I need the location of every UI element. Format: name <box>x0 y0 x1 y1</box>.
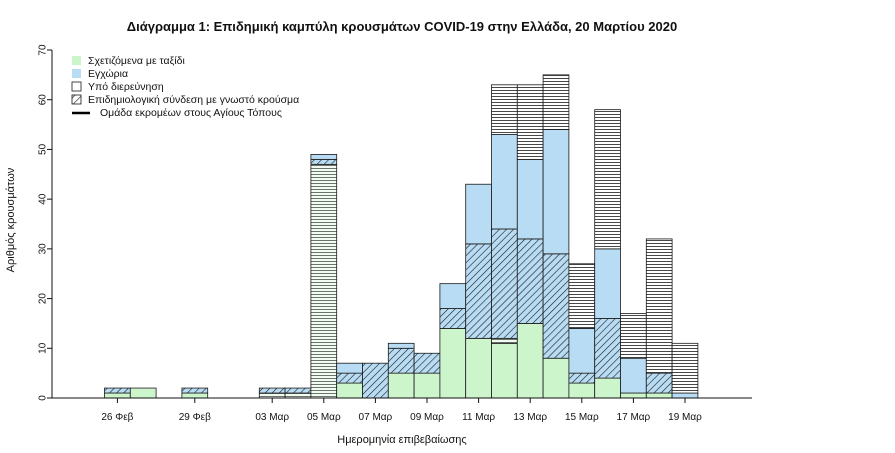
bar-segment-travel <box>129 387 157 399</box>
axes-layer: 0 10 20 30 40 50 60 70 26 Φεβ 29 Φεβ 03 Μαρ 05 Μαρ 0… <box>38 44 752 423</box>
bar-segment-local <box>465 183 492 245</box>
bar-segment-local <box>491 134 518 230</box>
y-tick-label: 40 <box>38 193 49 205</box>
x-tick-label: 13 Μαρ <box>513 412 547 423</box>
y-tick-label: 20 <box>38 293 49 305</box>
x-tick-label: 26 Φεβ <box>101 412 133 423</box>
bar-segment-travel <box>336 382 363 399</box>
y-tick-label: 30 <box>38 243 49 255</box>
bar-segment-investigation <box>620 313 647 359</box>
legend-label: Επιδημιολογική σύνδεση με γνωστό κρούσμα <box>88 94 299 106</box>
bar-segment-epilink <box>568 372 596 384</box>
bar-segment-travel <box>568 382 596 399</box>
legend-swatch <box>72 56 81 65</box>
y-tick-label: 50 <box>38 143 49 155</box>
bar-segment-epilink <box>542 253 570 359</box>
legend-swatch <box>71 81 82 92</box>
bar-segment-travel <box>516 323 544 399</box>
y-axis-label: Αριθμός κρουσμάτων <box>5 167 17 272</box>
bar-segment-local <box>310 153 338 160</box>
bar-segment-epilink <box>516 238 544 324</box>
bar-segment-epilink <box>362 362 389 399</box>
bar-segment-cluster <box>491 337 518 344</box>
bar-segment-epilink <box>310 158 338 165</box>
bars-layer <box>104 74 699 399</box>
bar-segment-local <box>387 342 415 349</box>
legend-item-cluster: Ομάδα εκρομέων στους Αγίους Τόπους <box>72 107 282 119</box>
bar-segment-travel <box>620 392 647 399</box>
bar-segment-cluster <box>284 392 312 399</box>
bar-segment-investigation <box>491 84 518 135</box>
bar-segment-travel <box>645 392 673 399</box>
legend-item-local: Εγχώρια <box>72 68 128 80</box>
y-tick-label: 10 <box>38 342 49 354</box>
bar-segment-cluster <box>258 392 286 399</box>
bar-segment-epilink <box>645 372 673 394</box>
bar-segment-epilink <box>258 387 286 394</box>
bar-segment-travel <box>491 342 518 399</box>
bar-segment-travel <box>465 337 492 399</box>
bar-segment-local <box>594 248 621 319</box>
y-tick-label: 70 <box>38 44 49 56</box>
y-tick-label: 60 <box>38 94 49 106</box>
legend-swatch <box>71 94 82 105</box>
legend-label: Εγχώρια <box>88 68 128 80</box>
bar-segment-epilink <box>465 243 492 339</box>
bar-segment-epilink <box>491 228 518 339</box>
x-axis-label: Ημερομηνία επιβεβαίωσης <box>337 434 466 446</box>
bar-segment-epilink <box>413 352 441 374</box>
bar-segment-travel <box>542 357 570 399</box>
bar-segment-investigation <box>568 263 596 329</box>
legend-item-investigation: Υπό διερεύνηση <box>71 81 164 93</box>
legend-label: Υπό διερεύνηση <box>88 81 164 93</box>
x-tick-label: 07 Μαρ <box>359 412 393 423</box>
bar-segment-local <box>336 362 363 374</box>
x-tick-label: 05 Μαρ <box>307 412 341 423</box>
bar-segment-epilink <box>336 372 363 384</box>
x-tick-label: 19 Μαρ <box>668 412 702 423</box>
legend-item-travel: Σχετιζόμενα με ταξίδι <box>72 55 185 67</box>
bar-segment-cluster <box>310 163 338 399</box>
bar-segment-travel <box>181 392 209 399</box>
legend-label: Σχετιζόμενα με ταξίδι <box>88 55 185 67</box>
bar-segment-epilink <box>104 387 131 394</box>
x-tick-label: 17 Μαρ <box>617 412 651 423</box>
x-tick-label: 15 Μαρ <box>565 412 599 423</box>
bar-segment-investigation <box>645 238 673 374</box>
bar-segment-travel <box>439 327 467 399</box>
bar-segment-local <box>516 158 544 240</box>
bar-segment-local <box>620 357 647 394</box>
bar-segment-travel <box>104 392 131 399</box>
bar-segment-investigation <box>516 84 544 160</box>
bar-segment-epilink <box>181 387 209 394</box>
legend-item-epilink: Επιδημιολογική σύνδεση με γνωστό κρούσμα <box>71 94 299 106</box>
bar-segment-epilink <box>439 308 467 329</box>
bar-segment-travel <box>594 377 621 399</box>
bar-segment-investigation <box>542 74 570 130</box>
x-tick-label: 11 Μαρ <box>462 412 495 423</box>
legend-swatch <box>72 69 81 78</box>
bar-segment-local <box>439 283 467 309</box>
bar-segment-travel <box>413 372 441 399</box>
bar-segment-travel <box>387 372 415 399</box>
bar-segment-epilink <box>594 318 621 379</box>
bar-segment-local <box>542 129 570 255</box>
bar-segment-investigation <box>594 109 621 250</box>
y-tick-label: 0 <box>38 395 49 401</box>
x-tick-label: 03 Μαρ <box>255 412 289 423</box>
bar-segment-epilink <box>387 347 415 374</box>
bar-segment-investigation <box>671 342 699 394</box>
bar-segment-local <box>671 392 699 399</box>
x-tick-label: 09 Μαρ <box>410 412 444 423</box>
bar-segment-epilink <box>284 387 312 394</box>
x-tick-label: 29 Φεβ <box>179 412 211 423</box>
chart-title: Διάγραμμα 1: Επιδημική καμπύλη κρουσμάτω… <box>127 19 677 34</box>
legend-label: Ομάδα εκρομέων στους Αγίους Τόπους <box>100 107 282 119</box>
bar-segment-local <box>568 327 596 374</box>
